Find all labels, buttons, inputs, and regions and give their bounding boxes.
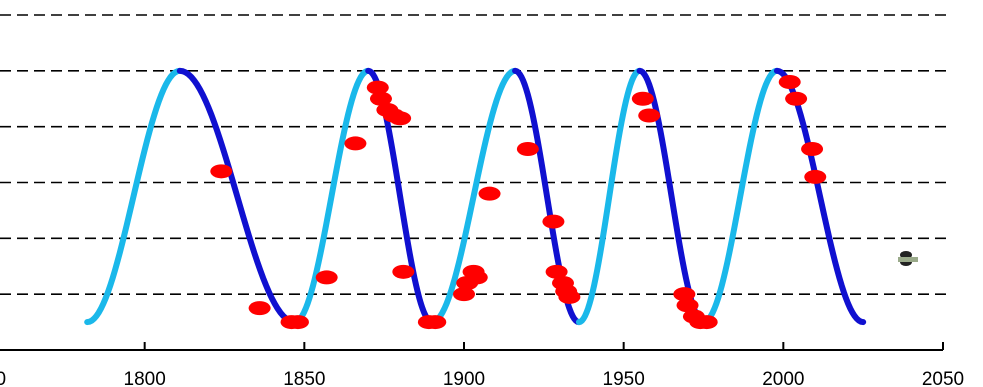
x-tick-label-1900: 1900 (443, 369, 485, 387)
data-point-33 (778, 75, 801, 89)
x-tick-labels: 1750 1800 1850 1900 1950 2000 2050 (0, 369, 964, 387)
falling-segment-6 (512, 67, 582, 326)
data-point-27 (638, 108, 661, 123)
data-point-7 (366, 80, 389, 95)
data-point-2 (248, 301, 271, 316)
data-point-25 (558, 289, 581, 304)
x-tick-label-1850: 1850 (283, 369, 325, 387)
x-tick-label-2000: 2000 (762, 369, 804, 387)
data-point-14 (424, 315, 447, 330)
data-point-26 (631, 91, 654, 106)
x-tick-label-2050: 2050 (922, 369, 964, 387)
data-point-15 (453, 287, 475, 302)
data-point-1 (210, 164, 233, 179)
data-point-4 (286, 315, 309, 330)
x-tick-label-1800: 1800 (124, 369, 166, 387)
data-point-32 (695, 315, 718, 330)
data-point-28 (673, 287, 696, 302)
x-tick-label-1750: 1750 (0, 369, 6, 387)
rising-segment-9 (700, 67, 780, 326)
data-point-12 (392, 264, 415, 279)
rising-segment-3 (291, 67, 372, 326)
x-tick-label-1950: 1950 (603, 369, 645, 387)
data-point-36 (804, 169, 827, 184)
x-axis (0, 342, 944, 351)
gridlines (0, 14, 950, 295)
scatter-points (210, 75, 827, 330)
data-point-34 (785, 91, 808, 106)
data-point-8 (369, 91, 392, 106)
rising-segment-7 (575, 67, 643, 326)
data-point-19 (478, 186, 501, 201)
data-point-6 (344, 136, 367, 151)
data-point-22 (545, 264, 568, 279)
data-point-18 (465, 270, 488, 285)
falling-segment-10 (773, 67, 867, 326)
data-point-29 (676, 298, 699, 313)
falling-segment-2 (176, 67, 298, 326)
data-point-21 (542, 214, 565, 229)
data-point-11 (389, 111, 412, 126)
rising-segment-5 (429, 67, 519, 326)
data-point-35 (801, 142, 824, 156)
data-point-20 (516, 142, 539, 156)
rising-segment-1 (84, 67, 183, 326)
data-point-5 (315, 270, 338, 285)
legend-marker-icon (898, 251, 918, 266)
